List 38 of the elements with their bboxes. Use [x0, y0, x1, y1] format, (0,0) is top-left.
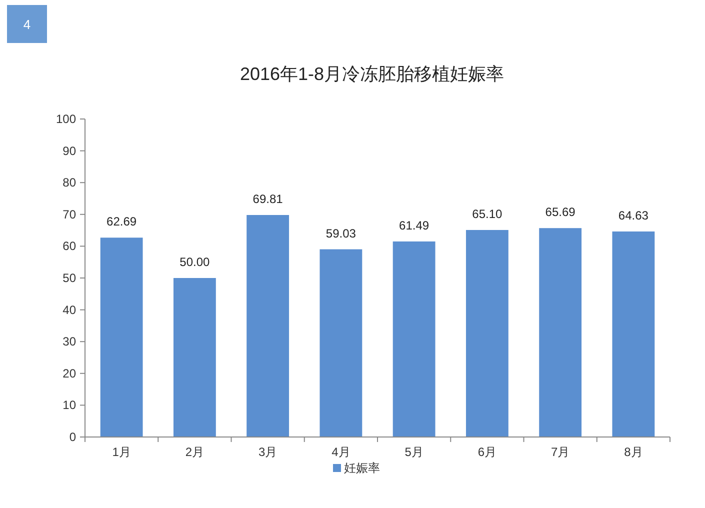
x-tick-label: 1月 [112, 445, 131, 459]
y-tick-label: 50 [62, 271, 76, 285]
bar [100, 238, 143, 437]
y-tick-label: 100 [56, 112, 76, 126]
data-label: 59.03 [326, 226, 356, 240]
data-label: 65.69 [545, 205, 576, 220]
x-tick-label: 6月 [478, 445, 497, 459]
data-label: 69.81 [252, 192, 284, 206]
x-tick-label: 5月 [404, 445, 424, 459]
text: 4 [23, 17, 31, 32]
bar [246, 215, 290, 437]
bar [539, 228, 582, 437]
y-tick-label: 70 [62, 207, 76, 222]
legend-label: 妊娠率 [344, 461, 380, 475]
data-label: 61.49 [399, 218, 430, 232]
chart-title: 2016年1-8月冷冻胚胎移植妊娠率 [240, 64, 504, 84]
x-tick-label: 4月 [332, 445, 350, 459]
y-tick-label: 90 [62, 144, 76, 158]
y-tick-label: 60 [62, 239, 76, 254]
x-tick-label: 8月 [624, 445, 643, 459]
y-tick-label: 80 [62, 176, 76, 190]
bar [173, 278, 216, 437]
data-label: 62.69 [106, 214, 137, 229]
x-tick-label: 7月 [550, 445, 570, 459]
bar [466, 230, 508, 437]
data-label: 64.63 [618, 208, 649, 222]
bar [612, 231, 655, 437]
data-label: 50.00 [180, 255, 210, 269]
y-tick-label: 40 [62, 302, 76, 317]
bar [392, 241, 436, 437]
y-tick-label: 20 [62, 366, 76, 380]
data-label: 65.10 [472, 206, 503, 221]
x-tick-label: 3月 [258, 445, 278, 459]
bar [320, 249, 362, 437]
y-tick-label: 10 [62, 398, 76, 412]
y-tick-label: 30 [62, 334, 76, 349]
x-tick-label: 2月 [185, 445, 204, 459]
y-tick-label: 0 [69, 430, 76, 444]
